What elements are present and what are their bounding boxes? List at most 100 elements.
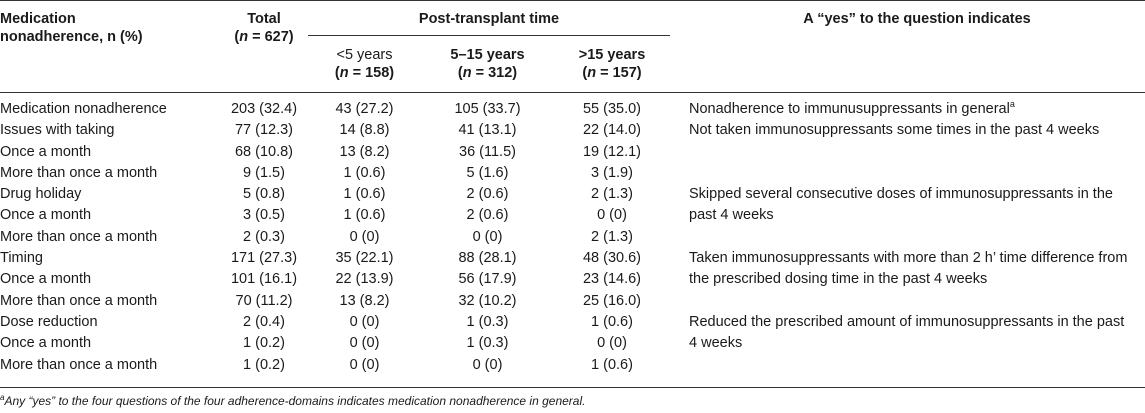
- row-gap-cell: [670, 249, 689, 270]
- row-yes-text: past 4 weeks: [689, 207, 774, 224]
- row-total-cell: 9 (1.5): [220, 164, 308, 185]
- row-label-text: Timing: [0, 250, 43, 267]
- row-5-15-cell: 56 (17.9): [421, 270, 554, 291]
- row-5-15-text: 2 (0.6): [466, 207, 509, 224]
- row-lt5-cell: 13 (8.2): [308, 143, 421, 164]
- row-gt15-text: 22 (14.0): [582, 122, 642, 139]
- row-gt15-cell: 48 (30.6): [554, 249, 670, 270]
- row-total-cell: 2 (0.3): [220, 228, 308, 249]
- header-subgroup-lt5: <5 years (n = 158): [308, 46, 421, 82]
- row-label-cell: Issues with taking: [0, 121, 220, 142]
- header-label-line1: Medication: [0, 11, 76, 27]
- row-label-cell: More than once a month: [0, 292, 220, 313]
- row-5-15-cell: 2 (0.6): [421, 206, 554, 227]
- row-gt15-cell: 0 (0): [554, 206, 670, 227]
- row-label-cell: Once a month: [0, 143, 220, 164]
- row-total-cell: 5 (0.8): [220, 185, 308, 206]
- row-yes-cell: [689, 228, 1145, 249]
- row-total-text: 70 (11.2): [235, 292, 293, 309]
- row-lt5-text: 0 (0): [349, 356, 380, 373]
- row-lt5-text: 35 (22.1): [335, 250, 394, 267]
- row-gap-cell: [670, 206, 689, 227]
- row-total-text: 1 (0.2): [243, 356, 285, 373]
- table-row: Once a month 68 (10.8) 13 (8.2) 36 (11.5) 19…: [0, 143, 1145, 164]
- table-row: Timing 171 (27.3) 35 (22.1) 88 (28.1) 48 (30…: [0, 249, 1145, 270]
- row-label-cell: Medication nonadherence: [0, 100, 220, 121]
- table-footnote: aAny “yes” to the four questions of the …: [0, 393, 1145, 409]
- row-gt15-cell: 1 (0.6): [554, 313, 670, 334]
- header-group-underline: [308, 35, 670, 36]
- header-group-label: Post-transplant time: [418, 11, 560, 27]
- row-lt5-cell: 1 (0.6): [308, 164, 421, 185]
- row-total-text: 2 (0.3): [243, 228, 285, 245]
- header-label-line2: nonadherence, n (%): [0, 29, 143, 45]
- row-label-cell: More than once a month: [0, 164, 220, 185]
- header-yes-label: A “yes” to the question indicates: [803, 11, 1031, 27]
- row-gap-cell: [670, 100, 689, 121]
- row-5-15-text: 32 (10.2): [458, 292, 517, 309]
- row-gt15-text: 0 (0): [597, 207, 627, 224]
- table-top-rule: [0, 0, 1145, 2]
- row-gt15-text: 19 (12.1): [582, 143, 642, 160]
- row-total-cell: 1 (0.2): [220, 356, 308, 377]
- table-row: More than once a month 9 (1.5) 1 (0.6) 5 (1…: [0, 164, 1145, 185]
- row-total-text: 203 (32.4): [230, 101, 298, 117]
- row-gap-cell: [670, 185, 689, 206]
- row-gap-cell: [670, 228, 689, 249]
- row-yes-cell: Nonadherence to immunusuppressants in ge…: [689, 100, 1145, 121]
- row-5-15-text: 5 (1.6): [466, 164, 509, 181]
- table-row: Once a month 101 (16.1) 22 (13.9) 56 (17.9)…: [0, 270, 1145, 291]
- header-subgroup-5-15: 5–15 years (n = 312): [421, 46, 554, 82]
- row-5-15-cell: 41 (13.1): [421, 121, 554, 142]
- row-lt5-text: 13 (8.2): [339, 292, 390, 309]
- row-gt15-cell: 2 (1.3): [554, 228, 670, 249]
- row-gt15-text: 3 (1.9): [591, 164, 633, 181]
- row-total-text: 2 (0.4): [243, 313, 285, 330]
- row-lt5-text: 14 (8.8): [339, 122, 390, 139]
- row-gap-cell: [670, 292, 689, 313]
- row-total-cell: 171 (27.3): [220, 249, 308, 270]
- subgroup-n: (n = 157): [582, 65, 642, 81]
- table-row: More than once a month 1 (0.2) 0 (0) 0 (0) 1…: [0, 356, 1145, 377]
- header-total-cell: Total (n = 627): [220, 10, 308, 46]
- row-5-15-text: 105 (33.7): [454, 101, 521, 117]
- row-gap-cell: [670, 164, 689, 185]
- row-yes-cell: [689, 292, 1145, 313]
- row-lt5-text: 1 (0.6): [343, 186, 386, 203]
- subgroup-n: (n = 312): [457, 65, 518, 81]
- row-gt15-text: 55 (35.0): [582, 101, 642, 117]
- table-bottom-rule: [0, 387, 1145, 389]
- row-gt15-cell: 55 (35.0): [554, 100, 670, 121]
- row-lt5-cell: 13 (8.2): [308, 292, 421, 313]
- row-label-cell: Once a month: [0, 334, 220, 355]
- row-5-15-cell: 2 (0.6): [421, 185, 554, 206]
- row-5-15-text: 56 (17.9): [458, 271, 517, 288]
- row-label-text: Once a month: [0, 207, 92, 224]
- row-label-text: Medication nonadherence: [0, 101, 167, 117]
- row-yes-text: 4 weeks: [689, 335, 743, 352]
- row-total-cell: 1 (0.2): [220, 334, 308, 355]
- row-gt15-text: 0 (0): [597, 335, 627, 352]
- row-gt15-text: 1 (0.6): [591, 313, 633, 330]
- row-5-15-text: 1 (0.3): [466, 313, 509, 330]
- row-label-text: More than once a month: [0, 292, 158, 309]
- subgroup-label: <5 years: [336, 47, 393, 63]
- row-total-text: 101 (16.1): [230, 271, 298, 288]
- row-label-cell: Once a month: [0, 206, 220, 227]
- row-yes-cell: 4 weeks: [689, 334, 1145, 355]
- subgroup-n: (n = 158): [334, 65, 395, 81]
- header-total-label: Total: [247, 11, 281, 27]
- table-row: Medication nonadherence 203 (32.4) 43 (27.…: [0, 100, 1145, 121]
- row-label-cell: Dose reduction: [0, 313, 220, 334]
- row-gt15-text: 48 (30.6): [582, 250, 642, 267]
- row-total-text: 68 (10.8): [234, 143, 294, 160]
- row-gt15-cell: 22 (14.0): [554, 121, 670, 142]
- row-total-text: 9 (1.5): [243, 164, 285, 181]
- row-total-text: 3 (0.5): [243, 207, 285, 224]
- table-row: Once a month 3 (0.5) 1 (0.6) 2 (0.6) 0 (0) pa…: [0, 206, 1145, 227]
- row-total-cell: 68 (10.8): [220, 143, 308, 164]
- table-row: Drug holiday 5 (0.8) 1 (0.6) 2 (0.6) 2 (1.3)…: [0, 185, 1145, 206]
- row-5-15-cell: 105 (33.7): [421, 100, 554, 121]
- row-5-15-text: 36 (11.5): [459, 143, 516, 160]
